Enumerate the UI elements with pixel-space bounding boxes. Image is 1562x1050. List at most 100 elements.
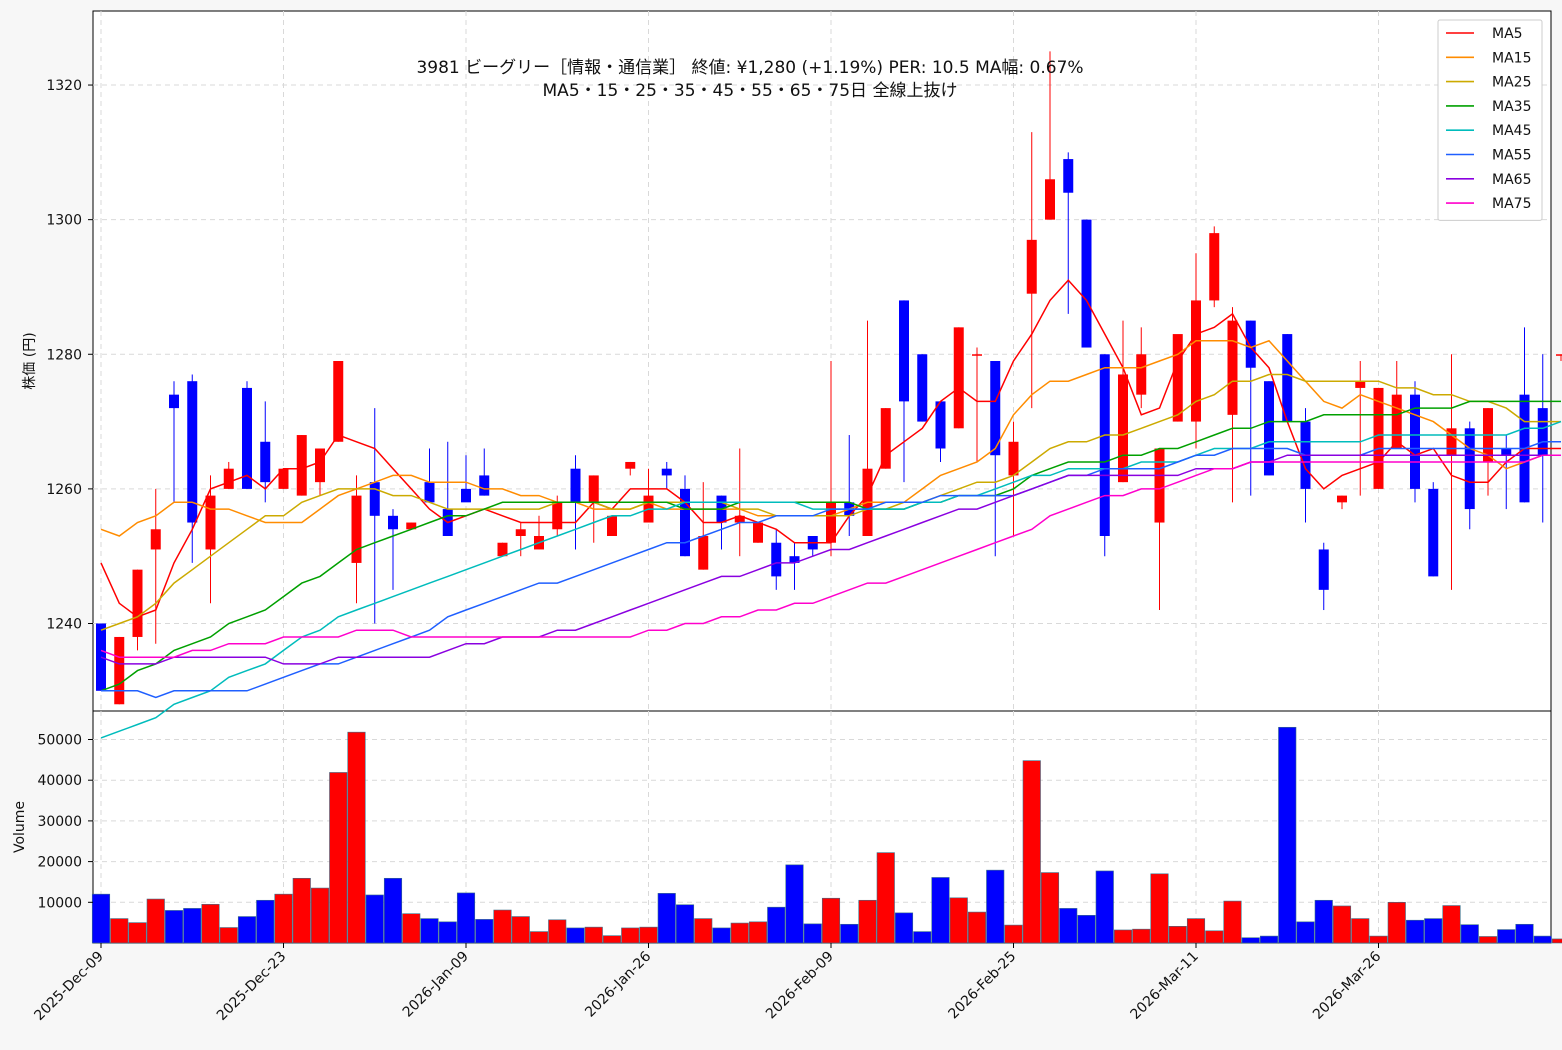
volume-bar [584,926,603,944]
candle [771,529,782,590]
ma-line-ma65 [100,454,1561,665]
candle [351,475,362,604]
candle-body [826,502,836,543]
candle [661,461,672,489]
candle [369,408,380,624]
legend-label: MA15 [1492,50,1531,66]
volume-tick-label: 30000 [37,814,82,830]
volume-bar [529,931,549,944]
candle-body [296,435,307,496]
volume-bar [128,922,147,944]
volume-bar [730,922,749,944]
candle [1428,482,1439,577]
volume-bar [1059,908,1078,944]
price-tick-label: 1260 [46,482,82,498]
volume-bar [931,877,950,944]
candle-body [607,515,617,536]
candle-body [899,300,909,402]
candle [296,435,307,496]
candle [1318,542,1329,611]
chart-subtitle: MA5・15・25・35・45・55・65・75日 全線上抜け [543,81,958,101]
candle [1446,354,1457,590]
candle-body [169,394,179,409]
volume-bar [1424,918,1443,944]
volume-bar [402,913,421,944]
candle-body [1227,320,1238,415]
volume-bar [1022,760,1041,944]
price-tick-label: 1240 [46,617,82,633]
candle-body [1428,488,1439,577]
ma-line-ma35 [100,400,1561,692]
candle-body [990,361,1001,456]
volume-bar [438,921,457,944]
volume-bar [201,904,220,944]
candle-body [570,468,581,503]
candle-body [242,387,252,489]
legend-item: MA35 [1446,99,1531,115]
candle-body [406,522,417,530]
candle-body [753,522,763,543]
candle [1045,51,1055,220]
volume-bar [310,887,330,944]
volume-bar [785,864,804,944]
volume-bar [1278,726,1297,944]
candle [880,408,891,469]
volume-bar [237,916,257,944]
candle-body [1410,394,1420,489]
candle-body [260,441,271,483]
candle-body [734,515,745,523]
volume-bar [621,927,640,944]
volume-bar [1095,870,1114,944]
volume-bar [1497,929,1516,944]
candlesticks [96,51,1562,705]
volume-bar [365,894,384,944]
legend-item: MA65 [1446,172,1531,188]
candle-body [388,515,398,530]
volume-bar [675,904,695,944]
legend-label: MA55 [1492,148,1531,164]
candle-body [1391,394,1402,449]
volume-bar [602,935,622,944]
legend-item: MA25 [1446,75,1531,91]
volume-bar [475,919,494,944]
candle-body [114,636,125,705]
candle-body [698,536,709,570]
candle-body [680,488,690,557]
candle-body [278,468,289,489]
candle-body [1008,441,1019,476]
candle [899,300,909,483]
volume-bar [511,916,530,944]
candle-body [953,327,964,429]
volume-bar [292,877,311,944]
candle-body [1264,381,1274,476]
candle-body [588,475,599,503]
candle-body [1081,219,1092,348]
candle-body [917,354,928,422]
candle [315,448,325,496]
volume-bar [1004,924,1023,944]
candle-body [333,361,344,442]
candle [1063,152,1074,314]
candle [1355,361,1366,496]
candle-body [351,495,362,563]
candle [1209,226,1220,308]
candle [1337,495,1347,510]
volume-bar [1296,921,1315,944]
candle [1464,421,1475,530]
candle-body [205,495,216,550]
ma-line-ma5 [100,279,1561,618]
candle [132,569,143,651]
volume-bar [493,909,512,944]
candle [1264,381,1274,476]
volume-bar [146,898,165,944]
volume-bar [1205,930,1224,944]
candle-body [515,529,526,536]
volume-bar [1314,899,1333,944]
volume-bar [274,893,293,944]
volume-bar [1113,929,1133,944]
legend-label: MA75 [1492,196,1531,212]
moving-average-lines [100,279,1562,739]
candle-body [880,408,891,469]
candle-body [461,488,471,503]
candle-body [1355,381,1366,388]
